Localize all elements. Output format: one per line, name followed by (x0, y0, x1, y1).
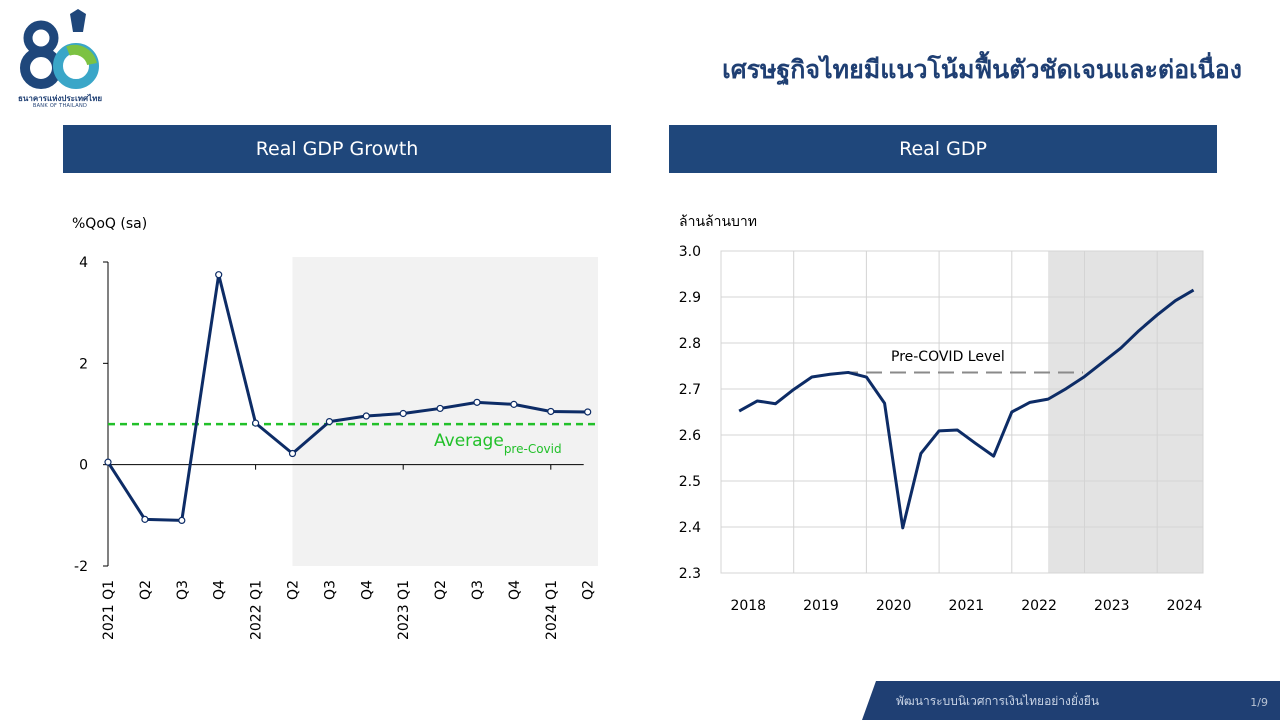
x-tick-label: 2024 (1167, 598, 1203, 614)
growth-data-point (104, 458, 112, 466)
growth-data-point (510, 400, 518, 408)
y-tick-label: 2.9 (679, 290, 701, 306)
growth-data-point (325, 418, 333, 426)
x-tick-label: 2021 (949, 598, 985, 614)
eighty-emblem-icon (20, 9, 99, 89)
bot-80th-logo: ธนาคารแห่งประเทศไทย BANK OF THAILAND (8, 6, 108, 110)
growth-data-point (399, 409, 407, 418)
footer-tagline: พัฒนาระบบนิเวศการเงินไทยอย่างยั่งยืน (896, 694, 1100, 708)
x-tick-label: Q3 (322, 580, 338, 600)
y-axis-label: ล้านล้านบาท (679, 214, 757, 230)
left-panel-header: Real GDP Growth (63, 125, 611, 173)
growth-data-point (178, 516, 186, 525)
y-tick-label: 2.3 (679, 566, 701, 582)
x-tick-label: Q2 (581, 580, 597, 600)
growth-data-point (473, 398, 481, 406)
y-tick-label: -2 (74, 559, 88, 575)
x-tick-label: Q4 (507, 580, 523, 600)
y-tick-label: 3.0 (679, 244, 701, 260)
x-tick-label: Q2 (286, 580, 302, 600)
growth-series-line (106, 273, 588, 522)
plot-border (720, 250, 1204, 574)
x-tick-label: 2024 Q1 (544, 580, 560, 640)
y-tick-label: 0 (79, 458, 88, 474)
y-tick-label: 2.5 (679, 474, 701, 490)
slide-title: เศรษฐกิจไทยมีแนวโน้มฟื้นตัวชัดเจนและต่อเ… (722, 55, 1242, 84)
growth-data-point (288, 449, 297, 458)
logo-thai-name: ธนาคารแห่งประเทศไทย (17, 94, 103, 103)
real-gdp-series-line (738, 288, 1195, 530)
x-tick-label: 2023 Q1 (396, 580, 412, 640)
y-tick-label: 2.8 (679, 336, 701, 352)
x-tick-label: 2019 (803, 598, 839, 614)
x-tick-label: Q3 (175, 580, 191, 600)
x-tick-label: 2018 (730, 598, 766, 614)
y-tick-label: 2 (79, 356, 88, 372)
y-tick-label: 2.7 (679, 382, 701, 398)
x-tick-label: Q2 (138, 580, 154, 600)
x-tick-label: Q3 (470, 580, 486, 600)
y-tick-label: 4 (79, 255, 88, 271)
pre-covid-label: Pre-COVID Level (891, 349, 1005, 365)
growth-data-point (547, 407, 555, 416)
x-tick-label: 2023 (1094, 598, 1130, 614)
growth-data-point (252, 419, 260, 427)
x-tick-label: Q4 (212, 580, 228, 600)
real-gdp-chart: 2.3 2.4 2.5 2.6 2.7 2.8 2.9 3.0 ล้านล้านบาท 2018 2… (679, 214, 1204, 614)
x-tick-label: 2022 (1021, 598, 1057, 614)
average-label: Averagepre-Covid (434, 431, 562, 456)
y-tick-label: 2.4 (679, 520, 701, 536)
growth-data-point (584, 408, 592, 416)
page-number: 1/9 (1250, 696, 1268, 709)
growth-data-point (215, 271, 223, 279)
y-axis-label: %QoQ (sa) (72, 216, 147, 232)
x-tick-label: 2021 Q1 (101, 580, 117, 640)
logo-english-name: BANK OF THAILAND (32, 103, 88, 109)
growth-data-point (141, 515, 149, 523)
gdp-growth-chart: %QoQ (sa) -2 0 2 4 2021 Q1 Q2 Q3 Q4 2022 Q1 Q2 Q3 Q4… (72, 216, 598, 640)
x-tick-label: Q4 (359, 580, 375, 600)
x-tick-label: 2022 Q1 (249, 580, 265, 640)
forecast-shade (1048, 251, 1203, 573)
right-panel-header: Real GDP (669, 125, 1217, 173)
y-tick-label: 2.6 (679, 428, 701, 444)
x-tick-label: 2020 (876, 598, 912, 614)
x-tick-label: Q2 (433, 580, 449, 600)
growth-data-point (436, 404, 444, 413)
growth-data-point (362, 412, 370, 420)
